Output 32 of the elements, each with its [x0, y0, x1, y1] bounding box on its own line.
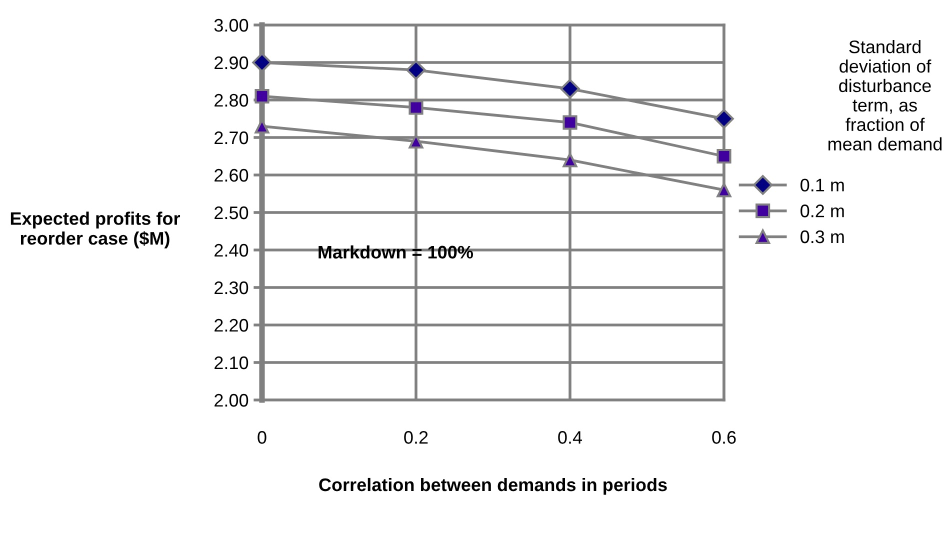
- y-tick-label: 3.00: [214, 18, 248, 32]
- x-tick-label: 0.2: [404, 431, 428, 444]
- x-axis-title: Correlation between demands in periods: [319, 478, 667, 495]
- y-tick-label: 2.10: [214, 356, 248, 370]
- point: [714, 108, 734, 129]
- x-tick-label: 0: [258, 431, 266, 444]
- y-tick-label: 2.70: [214, 131, 248, 144]
- x-tick-label: 0.4: [558, 431, 582, 444]
- y-tick-label: 2.80: [214, 94, 248, 107]
- y-tick-label: 2.00: [214, 394, 248, 407]
- point: [562, 152, 578, 168]
- legend-label: 0.2 m: [800, 204, 844, 218]
- legend-label: 0.3 m: [800, 230, 844, 244]
- y-tick-label: 2.60: [214, 168, 248, 182]
- y-tick-label: 2.40: [214, 244, 248, 257]
- point: [408, 134, 424, 149]
- y-tick-label: 2.30: [214, 281, 248, 294]
- point: [560, 78, 580, 99]
- x-tick-label: 0.6: [712, 431, 736, 444]
- point: [716, 148, 732, 164]
- point: [406, 60, 426, 80]
- annotation: Markdown = 100%: [318, 245, 473, 259]
- point: [562, 115, 578, 130]
- point: [252, 52, 272, 72]
- y-tick-label: 2.90: [214, 56, 248, 70]
- y-tick-label: 2.50: [214, 206, 248, 220]
- point: [408, 100, 424, 115]
- legend-label: 0.1 m: [800, 178, 844, 192]
- point: [716, 182, 732, 198]
- legend-title: Standard deviation of disturbance term, as fraction of mean demand: [828, 40, 942, 151]
- y-tick-label: 2.20: [214, 318, 248, 332]
- y-axis-title: Expected profits for reorder case ($M): [10, 212, 180, 248]
